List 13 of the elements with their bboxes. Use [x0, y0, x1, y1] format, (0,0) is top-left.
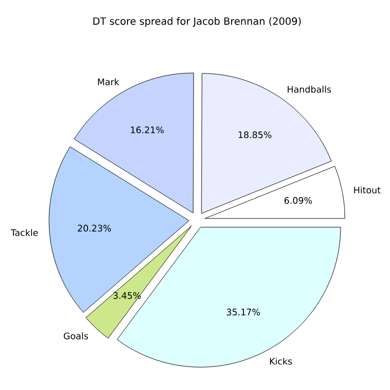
slice-label: Handballs: [288, 86, 331, 93]
data-label: 6.09%: [284, 197, 312, 204]
slice-label: Kicks: [270, 358, 292, 365]
slice-label: Hitout: [354, 186, 381, 194]
data-label: 3.45%: [113, 292, 141, 299]
data-label: 16.21%: [131, 126, 164, 134]
data-label: 35.17%: [226, 308, 260, 316]
data-label: 20.23%: [78, 224, 111, 232]
data-label: 18.85%: [238, 131, 272, 138]
slice-label: Goals: [64, 332, 88, 340]
slice-label: Tackle: [10, 229, 38, 236]
chart-title: DT score spread for Jacob Brennan (2009): [93, 17, 301, 27]
slice-label: Mark: [98, 78, 120, 86]
